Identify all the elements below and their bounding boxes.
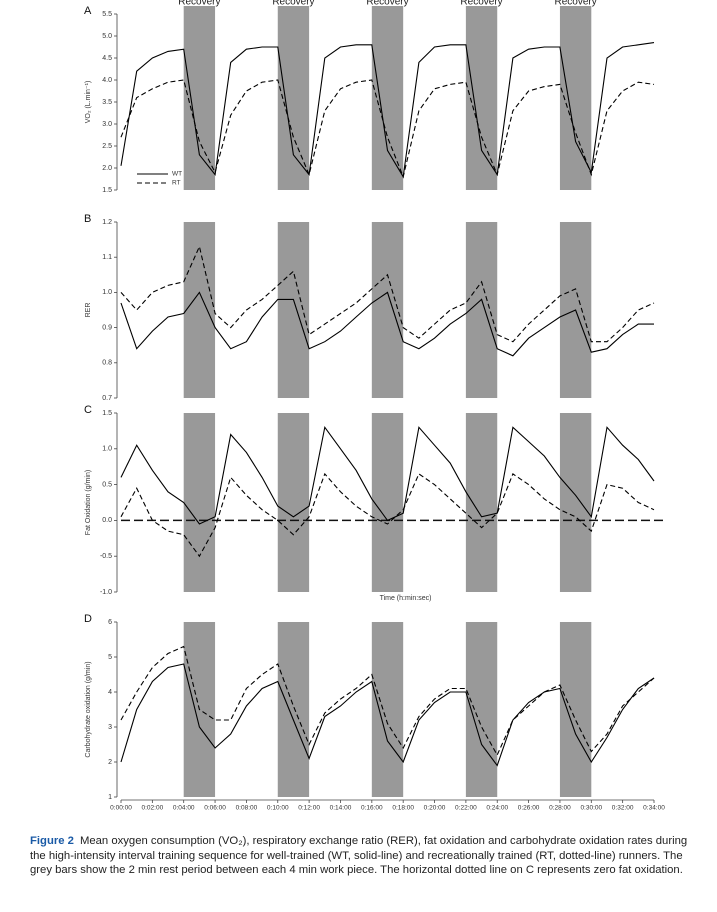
x-tick-label: 0:16:00	[361, 805, 383, 812]
y-tick-label: 2.0	[102, 165, 112, 172]
series-line	[120, 244, 655, 343]
band-label: Recovery	[272, 0, 314, 8]
band-label: Recovery	[460, 0, 502, 8]
y-tick-label: 0.0	[102, 517, 112, 524]
recovery-band	[371, 413, 404, 592]
y-tick-label: 4.5	[102, 55, 112, 62]
x-tick-label: 0:22:00	[455, 805, 477, 812]
x-tick-label: 0:04:00	[173, 805, 195, 812]
y-tick-label: 1.2	[102, 219, 112, 226]
x-tick-label: 0:26:00	[518, 805, 540, 812]
recovery-band	[559, 622, 592, 797]
x-tick-label: 0:10:00	[267, 805, 289, 812]
recovery-band	[559, 413, 592, 592]
x-tick-label: 0:24:00	[486, 805, 508, 812]
recovery-band	[371, 222, 404, 398]
series-line	[120, 42, 655, 179]
y-axis-label: Carbohydrate oxidation (g/min)	[85, 661, 92, 757]
y-axis-label: RER	[85, 303, 92, 318]
x-axis-label: Time (h:min:sec)	[380, 595, 432, 602]
x-tick-label: 0:02:00	[142, 805, 164, 812]
y-tick-label: 0.5	[102, 481, 112, 488]
y-tick-label: 1.5	[102, 187, 112, 194]
recovery-band	[183, 222, 216, 398]
y-tick-label: -0.5	[100, 553, 112, 560]
y-tick-label: 1.1	[102, 254, 112, 261]
y-tick-label: 0.8	[102, 360, 112, 367]
series-line	[120, 472, 655, 558]
legend-label: RT	[172, 180, 181, 187]
x-tick-label: 0:34:00	[643, 805, 665, 812]
legend-label: WT	[172, 171, 182, 178]
y-tick-label: 1.0	[102, 446, 112, 453]
x-tick-label: 0:00:00	[110, 805, 132, 812]
recovery-band	[183, 6, 216, 190]
caption-text: Mean oxygen consumption (VO₂), respirato…	[30, 835, 688, 876]
y-tick-label: 0.9	[102, 324, 112, 331]
series-line	[120, 291, 654, 357]
panel-letter: C	[84, 404, 92, 416]
y-tick-label: 6	[108, 619, 112, 626]
series-line	[120, 425, 655, 525]
recovery-band	[371, 622, 404, 797]
x-tick-label: 0:14:00	[330, 805, 352, 812]
x-tick-label: 0:06:00	[204, 805, 226, 812]
caption-label: Figure 2	[30, 835, 74, 847]
panel-letter: B	[84, 213, 91, 225]
recovery-band	[371, 6, 404, 190]
x-tick-label: 0:28:00	[549, 805, 571, 812]
band-label: Recovery	[554, 0, 596, 8]
y-tick-label: 4.0	[102, 77, 112, 84]
series-line	[120, 645, 655, 757]
recovery-band	[277, 413, 310, 592]
y-tick-label: 5	[108, 654, 112, 661]
figure: Recovery Recovery Recovery Recovery Recovery…	[84, 0, 665, 812]
series-line	[120, 663, 655, 767]
panel-letter: A	[84, 5, 92, 17]
x-tick-label: 0:18:00	[392, 805, 414, 812]
x-tick-label: 0:20:00	[424, 805, 446, 812]
recovery-band	[465, 6, 498, 190]
y-tick-label: 1.5	[102, 410, 112, 417]
x-tick-label: 0:08:00	[236, 805, 258, 812]
band-label: Recovery	[366, 0, 408, 8]
y-tick-label: 1	[108, 794, 112, 801]
y-axis-label: Fat Oxidation (g/min)	[85, 470, 92, 535]
x-tick-label: 0:32:00	[612, 805, 634, 812]
panel-letter: D	[84, 613, 92, 625]
y-tick-label: 5.5	[102, 11, 112, 18]
y-tick-label: 3.5	[102, 99, 112, 106]
recovery-band	[183, 413, 216, 592]
caption: Figure 2 Mean oxygen consumption (VO₂), r…	[30, 834, 695, 878]
y-tick-label: 0.7	[102, 395, 112, 402]
y-tick-label: 5.0	[102, 33, 112, 40]
recovery-band	[277, 622, 310, 797]
recovery-band	[277, 222, 310, 398]
recovery-band	[465, 222, 498, 398]
x-tick-label: 0:12:00	[298, 805, 320, 812]
y-tick-label: 4	[108, 689, 112, 696]
series-line	[120, 79, 655, 179]
y-tick-label: -1.0	[100, 589, 112, 596]
y-tick-label: 3	[108, 724, 112, 731]
y-tick-label: 3.0	[102, 121, 112, 128]
band-label: Recovery	[178, 0, 220, 8]
recovery-band	[465, 413, 498, 592]
y-tick-label: 2	[108, 759, 112, 766]
y-tick-label: 2.5	[102, 143, 112, 150]
y-tick-label: 1.0	[102, 289, 112, 296]
y-axis-label: VO₂ (L.min⁻¹)	[85, 81, 92, 124]
x-tick-label: 0:30:00	[580, 805, 602, 812]
